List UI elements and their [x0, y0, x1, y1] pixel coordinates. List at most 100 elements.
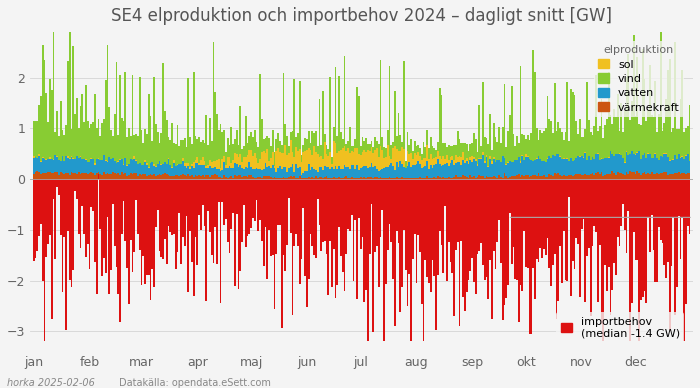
Bar	[441, 95, 442, 159]
Bar	[250, 132, 252, 150]
Bar	[51, 179, 52, 319]
Bar	[414, 165, 416, 178]
Bar	[241, 179, 243, 242]
Bar	[602, 159, 604, 176]
Bar	[38, 154, 40, 156]
Bar	[141, 165, 143, 175]
Bar	[261, 119, 262, 152]
Bar	[358, 96, 360, 154]
Bar	[629, 120, 631, 154]
Bar	[608, 72, 610, 157]
Bar	[229, 145, 230, 157]
Bar	[209, 160, 211, 166]
Bar	[176, 165, 178, 175]
Bar	[423, 179, 424, 341]
Bar	[638, 124, 640, 151]
Bar	[417, 161, 419, 178]
Bar	[507, 162, 509, 163]
Bar	[584, 179, 586, 302]
Bar	[538, 140, 540, 156]
Bar	[186, 179, 188, 216]
Bar	[167, 175, 169, 179]
Bar	[426, 130, 428, 146]
Bar	[227, 179, 229, 242]
Bar	[309, 178, 312, 179]
Bar	[318, 157, 321, 167]
Bar	[370, 163, 372, 177]
Bar	[426, 179, 428, 277]
Bar	[578, 134, 579, 156]
Bar	[329, 178, 331, 179]
Bar	[184, 175, 186, 179]
Bar	[137, 176, 139, 179]
Bar	[500, 179, 502, 263]
Bar	[335, 142, 337, 166]
Bar	[331, 158, 333, 164]
Bar	[563, 175, 565, 179]
Bar	[414, 141, 416, 152]
Bar	[270, 179, 272, 256]
Bar	[275, 172, 277, 178]
Bar	[94, 94, 96, 163]
Bar	[252, 156, 254, 169]
Bar	[518, 143, 519, 157]
Bar	[261, 170, 262, 178]
Bar	[442, 165, 444, 177]
Bar	[49, 171, 51, 179]
Bar	[379, 170, 382, 177]
Bar	[570, 89, 572, 158]
Bar	[293, 80, 295, 158]
Bar	[141, 130, 143, 165]
Bar	[300, 161, 302, 175]
Bar	[96, 159, 97, 173]
Bar	[426, 177, 428, 179]
Bar	[649, 179, 651, 251]
Bar	[101, 123, 103, 160]
Bar	[349, 153, 351, 169]
Bar	[313, 133, 315, 146]
Bar	[636, 179, 638, 260]
Bar	[112, 179, 113, 204]
Bar	[33, 156, 35, 158]
Bar	[547, 158, 548, 159]
Bar	[65, 125, 67, 156]
Bar	[395, 177, 398, 179]
Bar	[604, 175, 606, 179]
Bar	[640, 175, 642, 179]
Bar	[225, 177, 227, 179]
Bar	[338, 179, 340, 227]
Bar	[602, 179, 604, 341]
Bar	[496, 142, 498, 160]
Bar	[524, 135, 525, 160]
Bar	[372, 166, 375, 178]
Bar	[214, 167, 216, 174]
Bar	[581, 175, 582, 179]
Bar	[258, 163, 259, 170]
Bar	[468, 179, 470, 280]
Bar	[167, 159, 169, 175]
Bar	[137, 164, 139, 176]
Bar	[338, 166, 340, 177]
Bar	[195, 163, 196, 175]
Bar	[92, 179, 94, 211]
Bar	[362, 167, 363, 178]
Bar	[340, 150, 342, 169]
Bar	[349, 127, 351, 153]
Bar	[382, 150, 383, 169]
Bar	[227, 178, 229, 179]
Bar	[275, 178, 277, 179]
Bar	[46, 159, 47, 173]
Bar	[36, 179, 38, 251]
Bar	[258, 170, 259, 177]
Bar	[144, 179, 146, 284]
Bar	[221, 178, 223, 179]
Bar	[514, 176, 516, 179]
Bar	[321, 167, 322, 177]
Bar	[683, 173, 685, 179]
Bar	[234, 163, 236, 175]
Bar	[432, 178, 433, 179]
Bar	[349, 178, 351, 179]
Bar	[326, 167, 328, 176]
Bar	[437, 179, 439, 275]
Bar	[622, 158, 624, 174]
